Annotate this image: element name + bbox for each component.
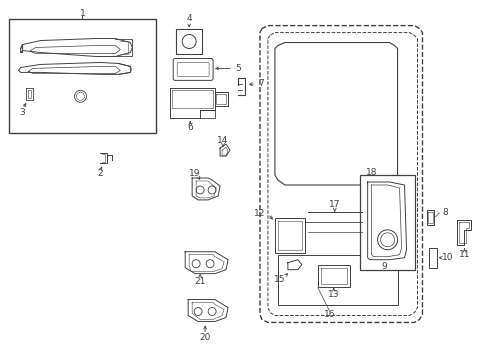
Text: 14: 14 <box>217 136 228 145</box>
Circle shape <box>194 307 202 315</box>
Circle shape <box>192 260 200 268</box>
Text: 15: 15 <box>274 275 285 284</box>
Bar <box>176 28 202 54</box>
FancyBboxPatch shape <box>177 62 209 76</box>
Circle shape <box>380 233 394 247</box>
Circle shape <box>182 35 196 49</box>
Bar <box>277 255 397 305</box>
FancyBboxPatch shape <box>173 58 213 80</box>
Bar <box>359 175 414 270</box>
Bar <box>9 19 156 133</box>
Circle shape <box>208 186 216 194</box>
Text: 4: 4 <box>186 14 192 23</box>
Text: 19: 19 <box>189 168 201 177</box>
Circle shape <box>196 186 203 194</box>
Text: 3: 3 <box>20 108 25 117</box>
Circle shape <box>76 92 84 100</box>
Circle shape <box>205 260 214 268</box>
Bar <box>428 248 437 268</box>
Text: 5: 5 <box>235 64 240 73</box>
Text: 21: 21 <box>194 277 205 286</box>
Text: 9: 9 <box>381 262 386 271</box>
Text: 18: 18 <box>365 167 377 176</box>
Text: 12: 12 <box>253 210 264 219</box>
Bar <box>317 265 349 287</box>
Text: 20: 20 <box>199 333 210 342</box>
Text: 10: 10 <box>442 253 453 262</box>
PathPatch shape <box>274 42 397 185</box>
Text: 6: 6 <box>187 123 193 132</box>
Circle shape <box>74 90 86 102</box>
PathPatch shape <box>260 26 422 323</box>
Text: 8: 8 <box>442 208 447 217</box>
Text: 11: 11 <box>458 250 469 259</box>
Circle shape <box>208 307 216 315</box>
Circle shape <box>377 230 397 250</box>
Text: 17: 17 <box>328 201 340 210</box>
Text: 2: 2 <box>98 168 103 177</box>
Text: 1: 1 <box>80 9 85 18</box>
Bar <box>274 218 304 253</box>
Text: 7: 7 <box>258 79 263 88</box>
Text: 16: 16 <box>324 310 335 319</box>
Text: 13: 13 <box>327 290 339 299</box>
